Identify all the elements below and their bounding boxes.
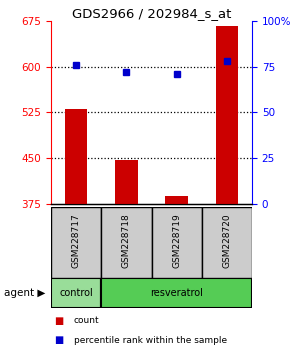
Text: GSM228718: GSM228718 xyxy=(122,214,131,268)
Bar xyxy=(115,160,138,204)
Bar xyxy=(101,207,152,278)
Bar xyxy=(65,109,87,204)
Text: resveratrol: resveratrol xyxy=(150,288,203,298)
Bar xyxy=(165,196,188,204)
Bar xyxy=(216,26,238,204)
Bar xyxy=(202,207,252,278)
Bar xyxy=(51,207,101,278)
Text: control: control xyxy=(59,288,93,298)
Text: agent ▶: agent ▶ xyxy=(4,288,45,298)
Text: ■: ■ xyxy=(54,316,63,326)
Bar xyxy=(51,278,101,308)
Text: GSM228719: GSM228719 xyxy=(172,214,181,268)
Title: GDS2966 / 202984_s_at: GDS2966 / 202984_s_at xyxy=(72,7,231,20)
Text: count: count xyxy=(74,316,99,325)
Text: GSM228720: GSM228720 xyxy=(222,214,231,268)
Text: ■: ■ xyxy=(54,335,63,345)
Text: percentile rank within the sample: percentile rank within the sample xyxy=(74,336,226,345)
Bar xyxy=(152,207,202,278)
Text: GSM228717: GSM228717 xyxy=(72,214,81,268)
Bar xyxy=(101,278,252,308)
